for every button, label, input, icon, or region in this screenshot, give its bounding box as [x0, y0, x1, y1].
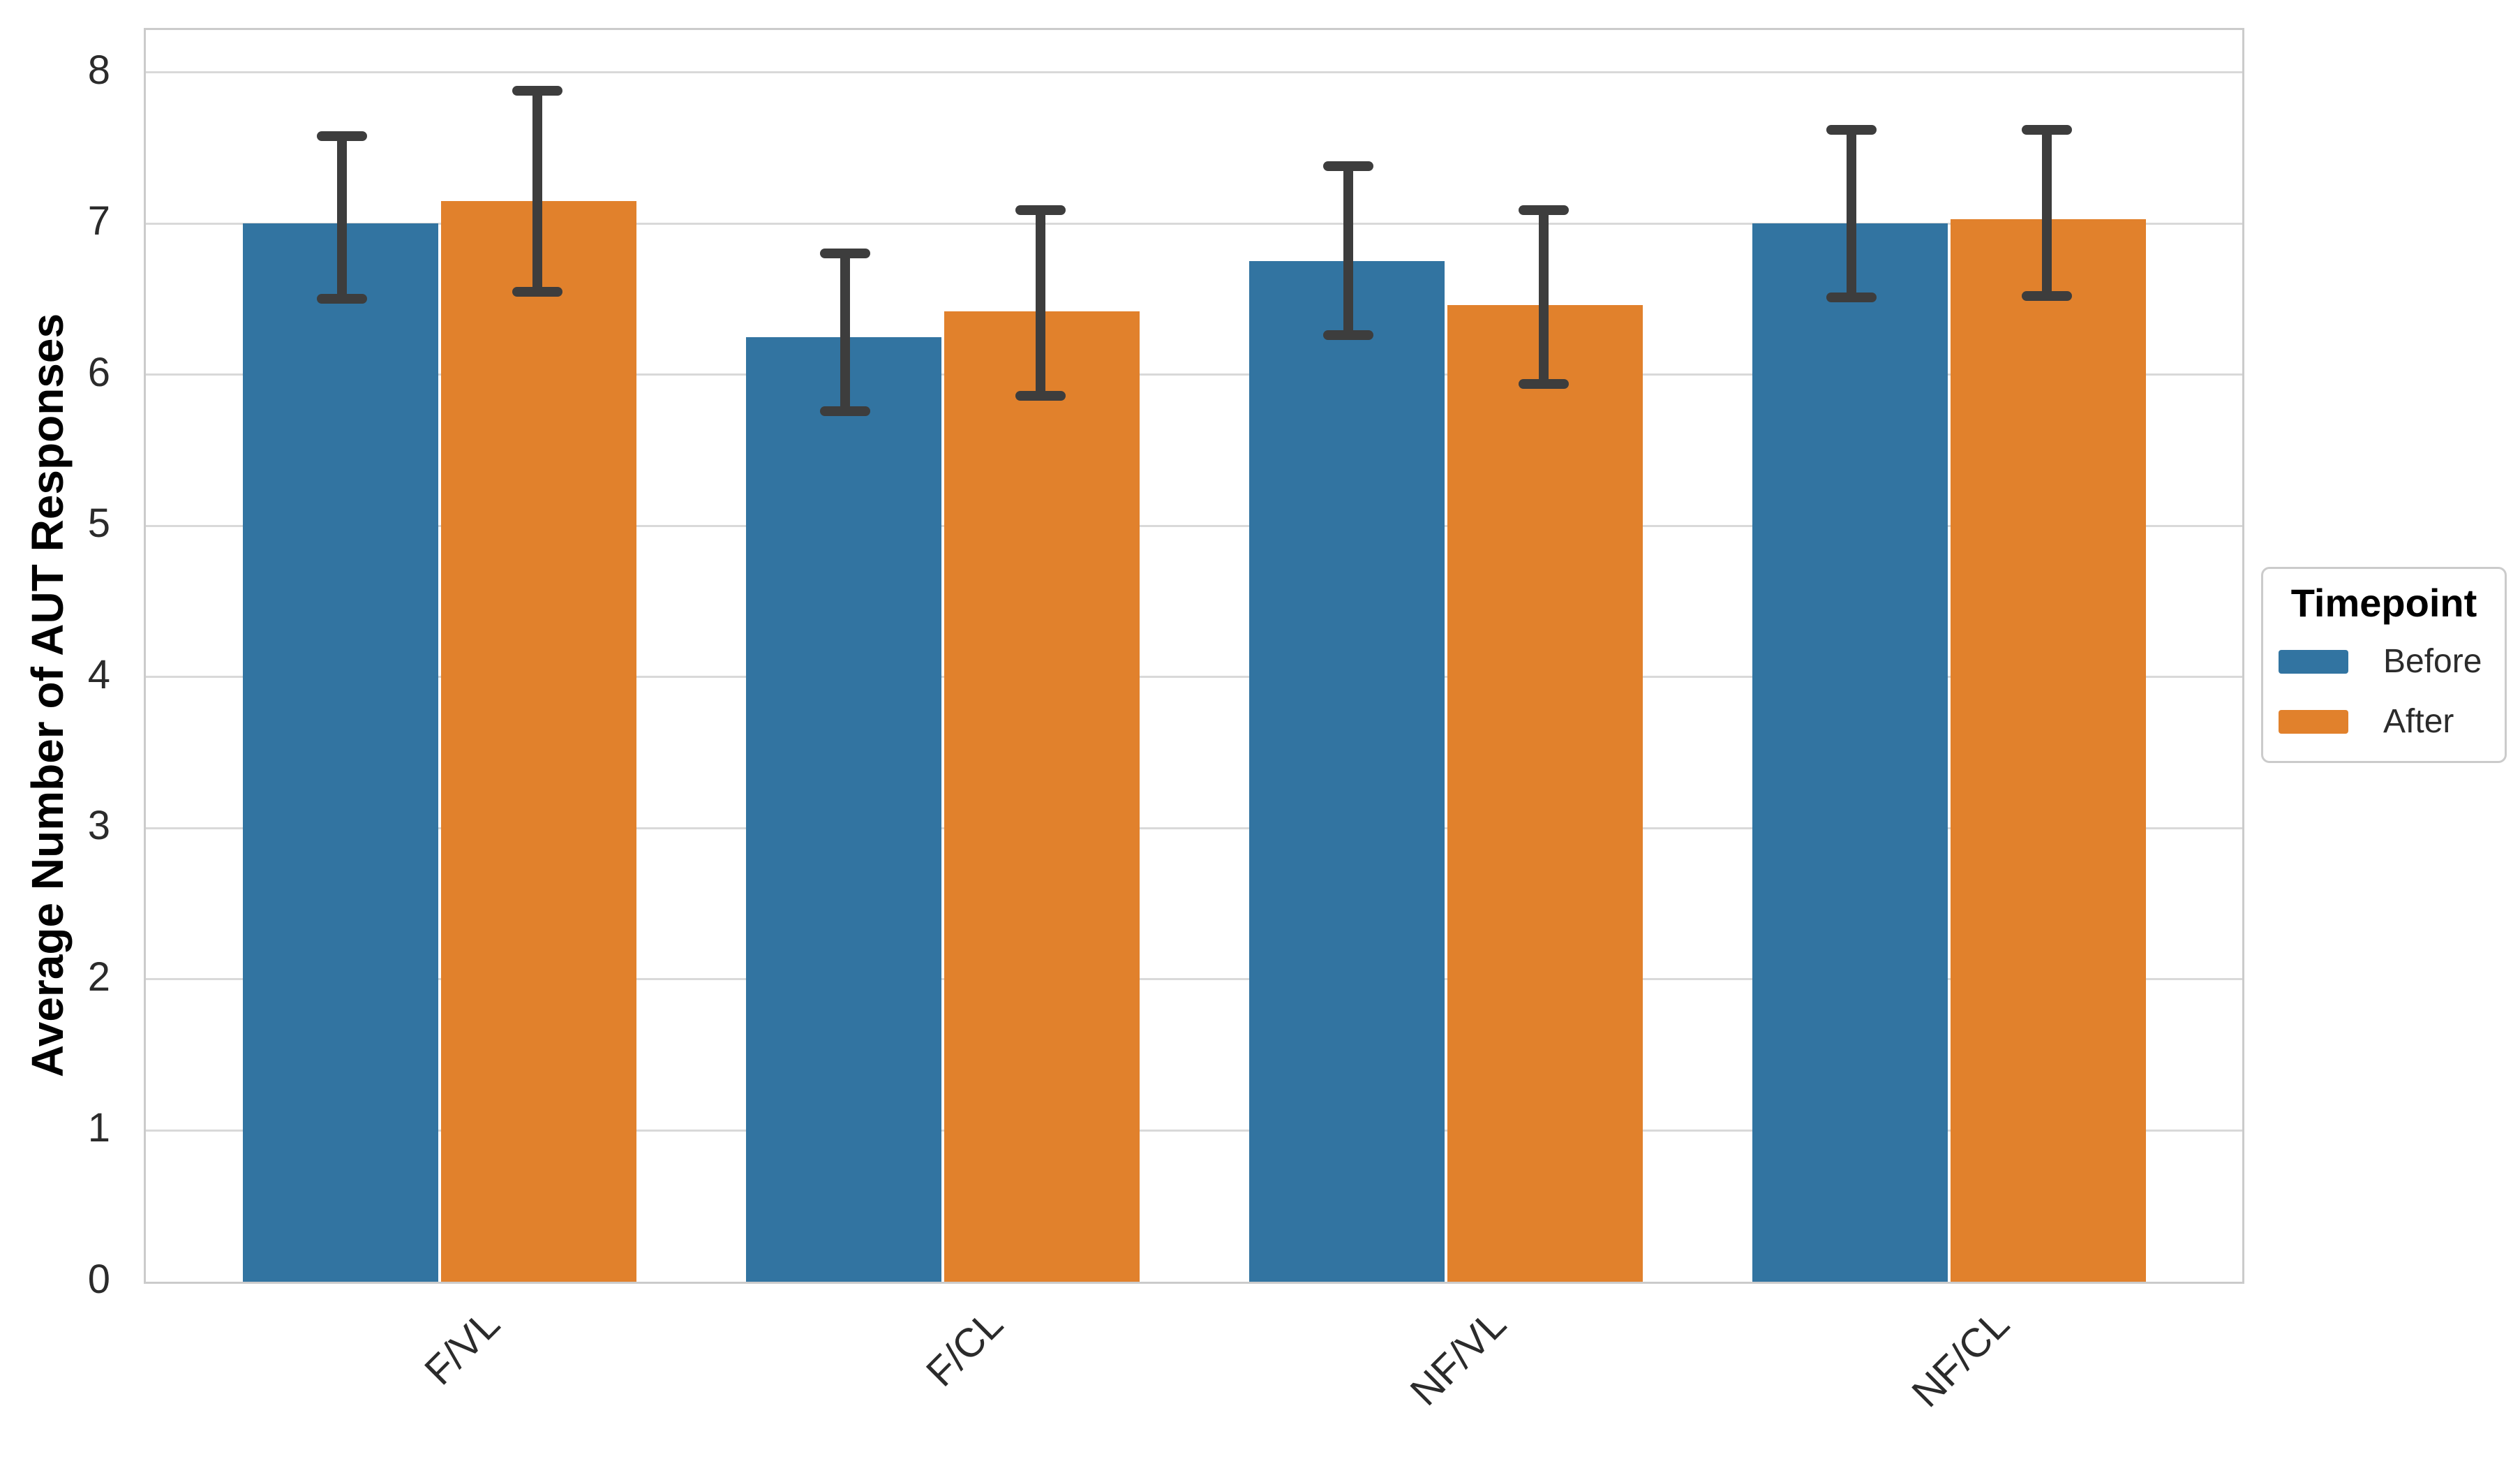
y-tick-label-3: 3: [87, 803, 110, 849]
x-tick-label-fcl: F/CL: [917, 1301, 1012, 1396]
error-cap-bottom-after-nfcl: [2022, 291, 2072, 302]
x-tick-label-fvl: F/VL: [416, 1301, 509, 1394]
bar-after-fvl: [441, 200, 636, 1282]
bar-before-nfcl: [1752, 223, 1948, 1282]
y-tick-label-1: 1: [87, 1105, 110, 1151]
error-bar-before-nfcl: [1847, 129, 1856, 298]
y-tick-label-6: 6: [87, 349, 110, 395]
bar-after-fcl: [944, 311, 1140, 1282]
error-cap-bottom-before-fvl: [317, 294, 367, 304]
legend-item-after: After: [2277, 702, 2491, 741]
legend-label-before: Before: [2383, 643, 2482, 680]
bar-before-fcl: [746, 336, 941, 1282]
legend-items: Before After: [2277, 642, 2491, 741]
bar-after-nfcl: [1951, 219, 2146, 1282]
error-cap-top-after-fcl: [1015, 205, 1066, 215]
legend-title: Timepoint: [2290, 581, 2477, 625]
error-bar-before-fvl: [337, 135, 347, 299]
gridline-2: [146, 978, 2242, 981]
error-bar-after-nfvl: [1539, 209, 1549, 384]
error-cap-top-before-fcl: [820, 249, 870, 259]
gridline-7: [146, 222, 2242, 225]
error-cap-top-after-fvl: [512, 85, 562, 96]
y-tick-label-2: 2: [87, 954, 110, 1000]
error-cap-bottom-before-nfvl: [1323, 330, 1373, 341]
y-tick-label-5: 5: [87, 501, 110, 547]
y-tick-label-8: 8: [87, 47, 110, 93]
error-bar-after-nfcl: [2042, 129, 2052, 297]
legend-item-before: Before: [2277, 642, 2491, 681]
error-cap-top-before-nfvl: [1323, 161, 1373, 171]
x-tick-label-nfvl: NF/VL: [1401, 1301, 1515, 1414]
legend-swatch-after: [2279, 710, 2348, 734]
bar-before-fvl: [243, 223, 438, 1282]
error-cap-bottom-after-fvl: [512, 286, 562, 297]
error-cap-top-before-fvl: [317, 131, 367, 141]
error-cap-top-before-nfcl: [1826, 124, 1877, 135]
y-tick-label-0: 0: [87, 1257, 110, 1302]
gridline-6: [146, 373, 2242, 376]
error-cap-bottom-after-nfvl: [1519, 378, 1569, 389]
gridline-3: [146, 827, 2242, 829]
legend-box: Timepoint Before After: [2261, 567, 2507, 763]
gridline-8: [146, 71, 2242, 74]
gridline-1: [146, 1129, 2242, 1132]
legend-label-after: After: [2383, 703, 2454, 740]
legend-swatch-before: [2279, 650, 2348, 674]
error-cap-bottom-before-nfcl: [1826, 293, 1877, 303]
error-cap-top-after-nfvl: [1519, 205, 1569, 215]
error-bar-before-fcl: [840, 253, 850, 411]
error-bar-after-fcl: [1036, 209, 1045, 397]
error-bar-before-nfvl: [1343, 165, 1353, 336]
plot-area: [144, 28, 2244, 1284]
x-tick-label-nfcl: NF/CL: [1903, 1301, 2018, 1416]
gridline-4: [146, 676, 2242, 679]
bar-after-nfvl: [1447, 305, 1643, 1282]
bar-before-nfvl: [1249, 261, 1445, 1282]
error-cap-bottom-before-fcl: [820, 406, 870, 416]
y-tick-label-4: 4: [87, 651, 110, 697]
error-bar-after-fvl: [532, 90, 542, 292]
error-cap-top-after-nfcl: [2022, 124, 2072, 135]
error-cap-bottom-after-fcl: [1015, 391, 1066, 401]
y-tick-label-7: 7: [87, 198, 110, 244]
gridline-5: [146, 524, 2242, 527]
